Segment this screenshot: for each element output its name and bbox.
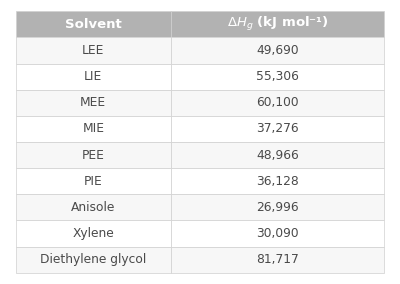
Text: MEE: MEE bbox=[80, 96, 106, 109]
Bar bbox=[16, 116, 170, 142]
Bar bbox=[16, 90, 170, 116]
Text: 37,276: 37,276 bbox=[256, 122, 298, 135]
Bar bbox=[170, 220, 384, 247]
Text: Diethylene glycol: Diethylene glycol bbox=[40, 253, 146, 266]
Bar bbox=[16, 142, 170, 168]
Text: PEE: PEE bbox=[82, 149, 105, 162]
Text: MIE: MIE bbox=[82, 122, 104, 135]
Bar bbox=[16, 194, 170, 220]
Text: LEE: LEE bbox=[82, 44, 104, 57]
Bar bbox=[16, 64, 170, 90]
Bar bbox=[170, 116, 384, 142]
Bar bbox=[16, 220, 170, 247]
Text: 60,100: 60,100 bbox=[256, 96, 298, 109]
Text: 55,306: 55,306 bbox=[256, 70, 299, 83]
Bar bbox=[16, 11, 170, 37]
Bar bbox=[170, 37, 384, 64]
Bar bbox=[170, 90, 384, 116]
Bar bbox=[170, 247, 384, 273]
Text: 26,996: 26,996 bbox=[256, 201, 298, 214]
Bar bbox=[170, 168, 384, 194]
Bar bbox=[16, 37, 170, 64]
Bar bbox=[170, 11, 384, 37]
Text: PIE: PIE bbox=[84, 175, 103, 188]
Text: 30,090: 30,090 bbox=[256, 227, 298, 240]
Text: 48,966: 48,966 bbox=[256, 149, 299, 162]
Bar bbox=[170, 64, 384, 90]
Bar bbox=[16, 247, 170, 273]
Text: 36,128: 36,128 bbox=[256, 175, 299, 188]
Text: $\Delta\mathit{H}_g$ (kJ mol⁻¹): $\Delta\mathit{H}_g$ (kJ mol⁻¹) bbox=[226, 15, 328, 34]
Text: 49,690: 49,690 bbox=[256, 44, 298, 57]
Bar bbox=[170, 194, 384, 220]
Text: 81,717: 81,717 bbox=[256, 253, 299, 266]
Text: Anisole: Anisole bbox=[71, 201, 116, 214]
Text: Solvent: Solvent bbox=[65, 18, 122, 31]
Bar bbox=[16, 168, 170, 194]
Text: LIE: LIE bbox=[84, 70, 102, 83]
Text: Xylene: Xylene bbox=[72, 227, 114, 240]
Bar bbox=[170, 142, 384, 168]
